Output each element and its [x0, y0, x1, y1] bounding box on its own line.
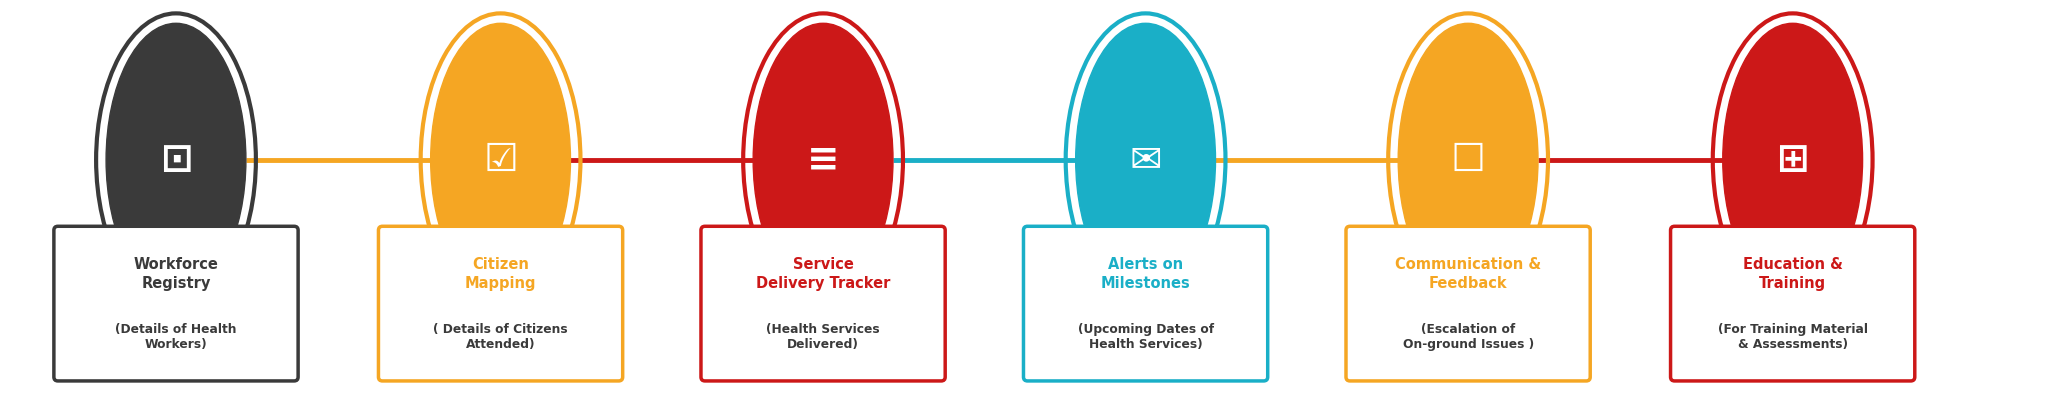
Text: ( Details of Citizens
Attended): ( Details of Citizens Attended) — [434, 323, 568, 351]
Text: (Health Services
Delivered): (Health Services Delivered) — [767, 323, 880, 351]
Text: ☐: ☐ — [1450, 141, 1485, 179]
Text: Communication &
Feedback: Communication & Feedback — [1395, 257, 1541, 291]
Text: ⊡: ⊡ — [160, 141, 191, 179]
Text: (For Training Material
& Assessments): (For Training Material & Assessments) — [1718, 323, 1868, 351]
Ellipse shape — [1724, 23, 1862, 296]
Text: ✉: ✉ — [1129, 141, 1162, 179]
Text: ≡: ≡ — [806, 141, 839, 179]
Text: ⊞: ⊞ — [1777, 141, 1808, 179]
FancyBboxPatch shape — [1670, 226, 1915, 381]
Ellipse shape — [1076, 23, 1216, 296]
Text: Alerts on
Milestones: Alerts on Milestones — [1100, 257, 1191, 291]
FancyBboxPatch shape — [701, 226, 944, 381]
Ellipse shape — [107, 23, 247, 296]
Text: (Escalation of
On-ground Issues ): (Escalation of On-ground Issues ) — [1403, 323, 1535, 351]
Text: (Details of Health
Workers): (Details of Health Workers) — [115, 323, 237, 351]
Text: Workforce
Registry: Workforce Registry — [134, 257, 218, 291]
Text: Citizen
Mapping: Citizen Mapping — [465, 257, 537, 291]
Ellipse shape — [753, 23, 893, 296]
Ellipse shape — [1399, 23, 1539, 296]
Text: Service
Delivery Tracker: Service Delivery Tracker — [755, 257, 891, 291]
FancyBboxPatch shape — [53, 226, 298, 381]
Text: Education &
Training: Education & Training — [1742, 257, 1843, 291]
FancyBboxPatch shape — [1345, 226, 1590, 381]
Text: (Upcoming Dates of
Health Services): (Upcoming Dates of Health Services) — [1078, 323, 1214, 351]
FancyBboxPatch shape — [378, 226, 623, 381]
FancyBboxPatch shape — [1024, 226, 1267, 381]
Text: ☑: ☑ — [483, 141, 518, 179]
Ellipse shape — [430, 23, 570, 296]
